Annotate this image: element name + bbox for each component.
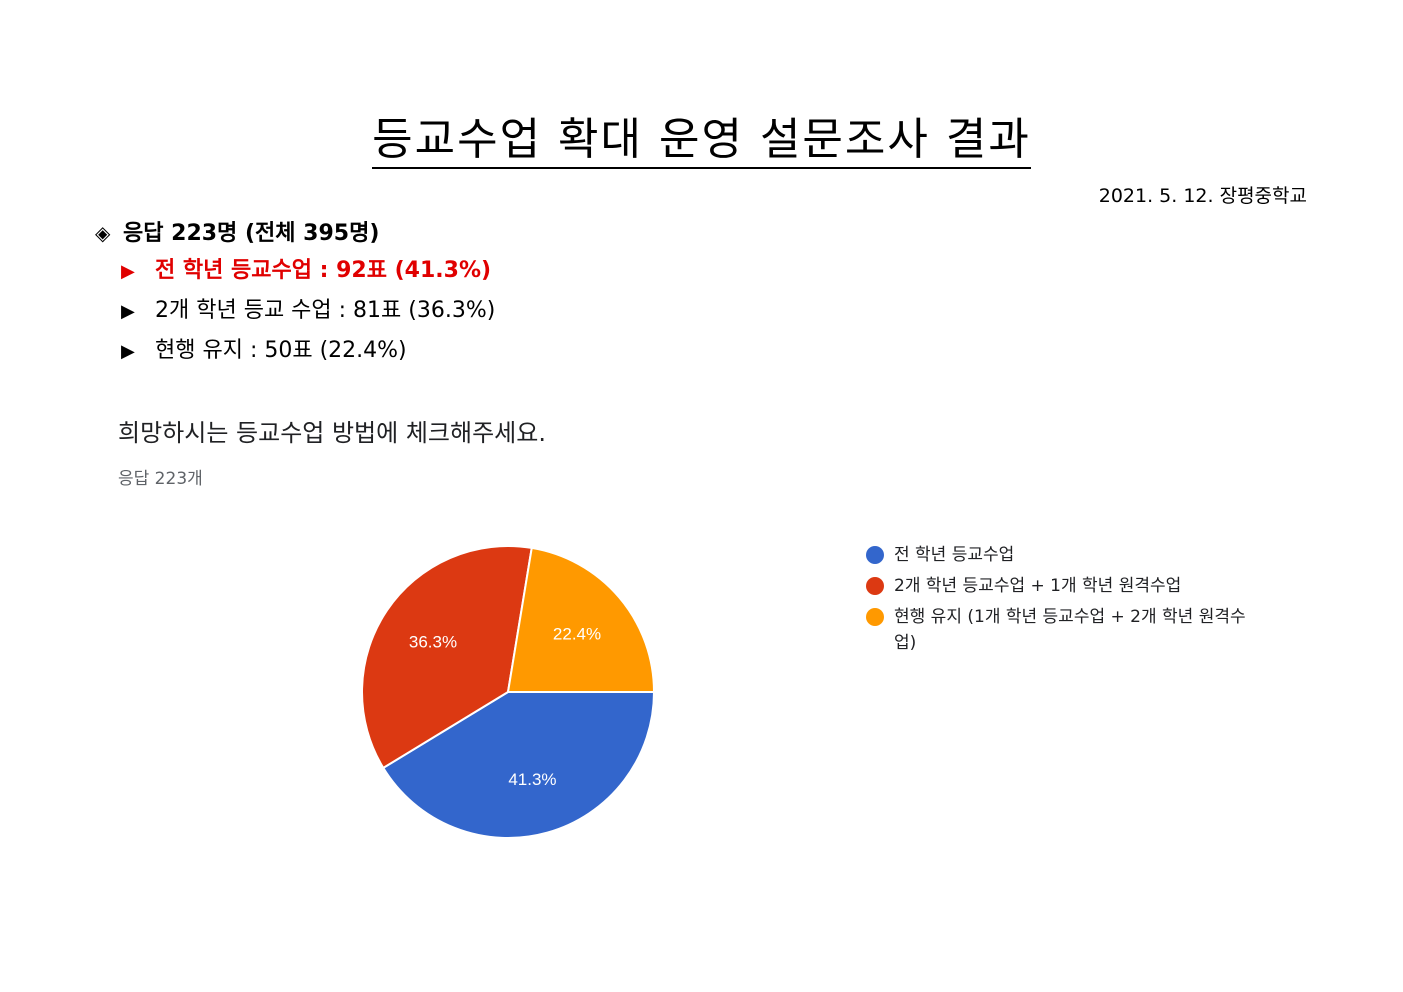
result-line-keep-current: ▶ 현행 유지 : 50표 (22.4%) [95,331,495,371]
diamond-bullet-icon: ◈ [95,221,111,245]
slice-keep-current [506,546,656,693]
slice-all-grades [381,691,656,839]
legend-item-keep-current: 현행 유지 (1개 학년 등교수업 + 2개 학년 원격수업) [866,604,1254,656]
document-title: 등교수업 확대 운영 설문조사 결과 [0,112,1403,169]
arrow-bullet-icon: ▶ [121,261,135,282]
slice-two-grades [361,545,533,770]
result-text: 전 학년 등교수업 : 92표 (41.3%) [155,258,492,283]
legend-swatch [866,577,884,595]
date-school: 2021. 5. 12. 장평중학교 [1098,185,1307,207]
pie-chart: 41.3% 36.3% 22.4% [361,545,656,839]
legend-swatch [866,546,884,564]
legend-swatch [866,608,884,626]
result-text: 2개 학년 등교 수업 : 81표 (36.3%) [155,298,496,323]
legend-item-two-grades: 2개 학년 등교수업 + 1개 학년 원격수업 [866,573,1254,599]
arrow-bullet-icon: ▶ [121,341,135,362]
slice-percent-label: 22.4% [553,624,601,643]
summary-heading-text: 응답 223명 (전체 395명) [123,221,380,246]
summary-section: ◈ 응답 223명 (전체 395명) ▶ 전 학년 등교수업 : 92표 (41.… [95,215,495,371]
slice-percent-label: 36.3% [409,632,457,651]
chart-legend: 전 학년 등교수업 2개 학년 등교수업 + 1개 학년 원격수업 현행 유지 … [866,542,1254,661]
result-line-all-grades: ▶ 전 학년 등교수업 : 92표 (41.3%) [95,251,495,291]
response-count: 응답 223개 [118,469,203,489]
legend-label: 2개 학년 등교수업 + 1개 학년 원격수업 [894,576,1182,596]
arrow-bullet-icon: ▶ [121,301,135,322]
result-line-two-grades: ▶ 2개 학년 등교 수업 : 81표 (36.3%) [95,291,495,331]
result-text: 현행 유지 : 50표 (22.4%) [155,338,407,363]
legend-label: 전 학년 등교수업 [894,545,1015,565]
legend-label: 현행 유지 (1개 학년 등교수업 + 2개 학년 원격수업) [894,607,1246,653]
legend-item-all-grades: 전 학년 등교수업 [866,542,1254,568]
document-title-text: 등교수업 확대 운영 설문조사 결과 [372,114,1031,169]
slice-percent-label: 41.3% [508,770,556,789]
survey-question: 희망하시는 등교수업 방법에 체크해주세요. [118,419,546,447]
summary-heading: ◈ 응답 223명 (전체 395명) [95,215,495,251]
